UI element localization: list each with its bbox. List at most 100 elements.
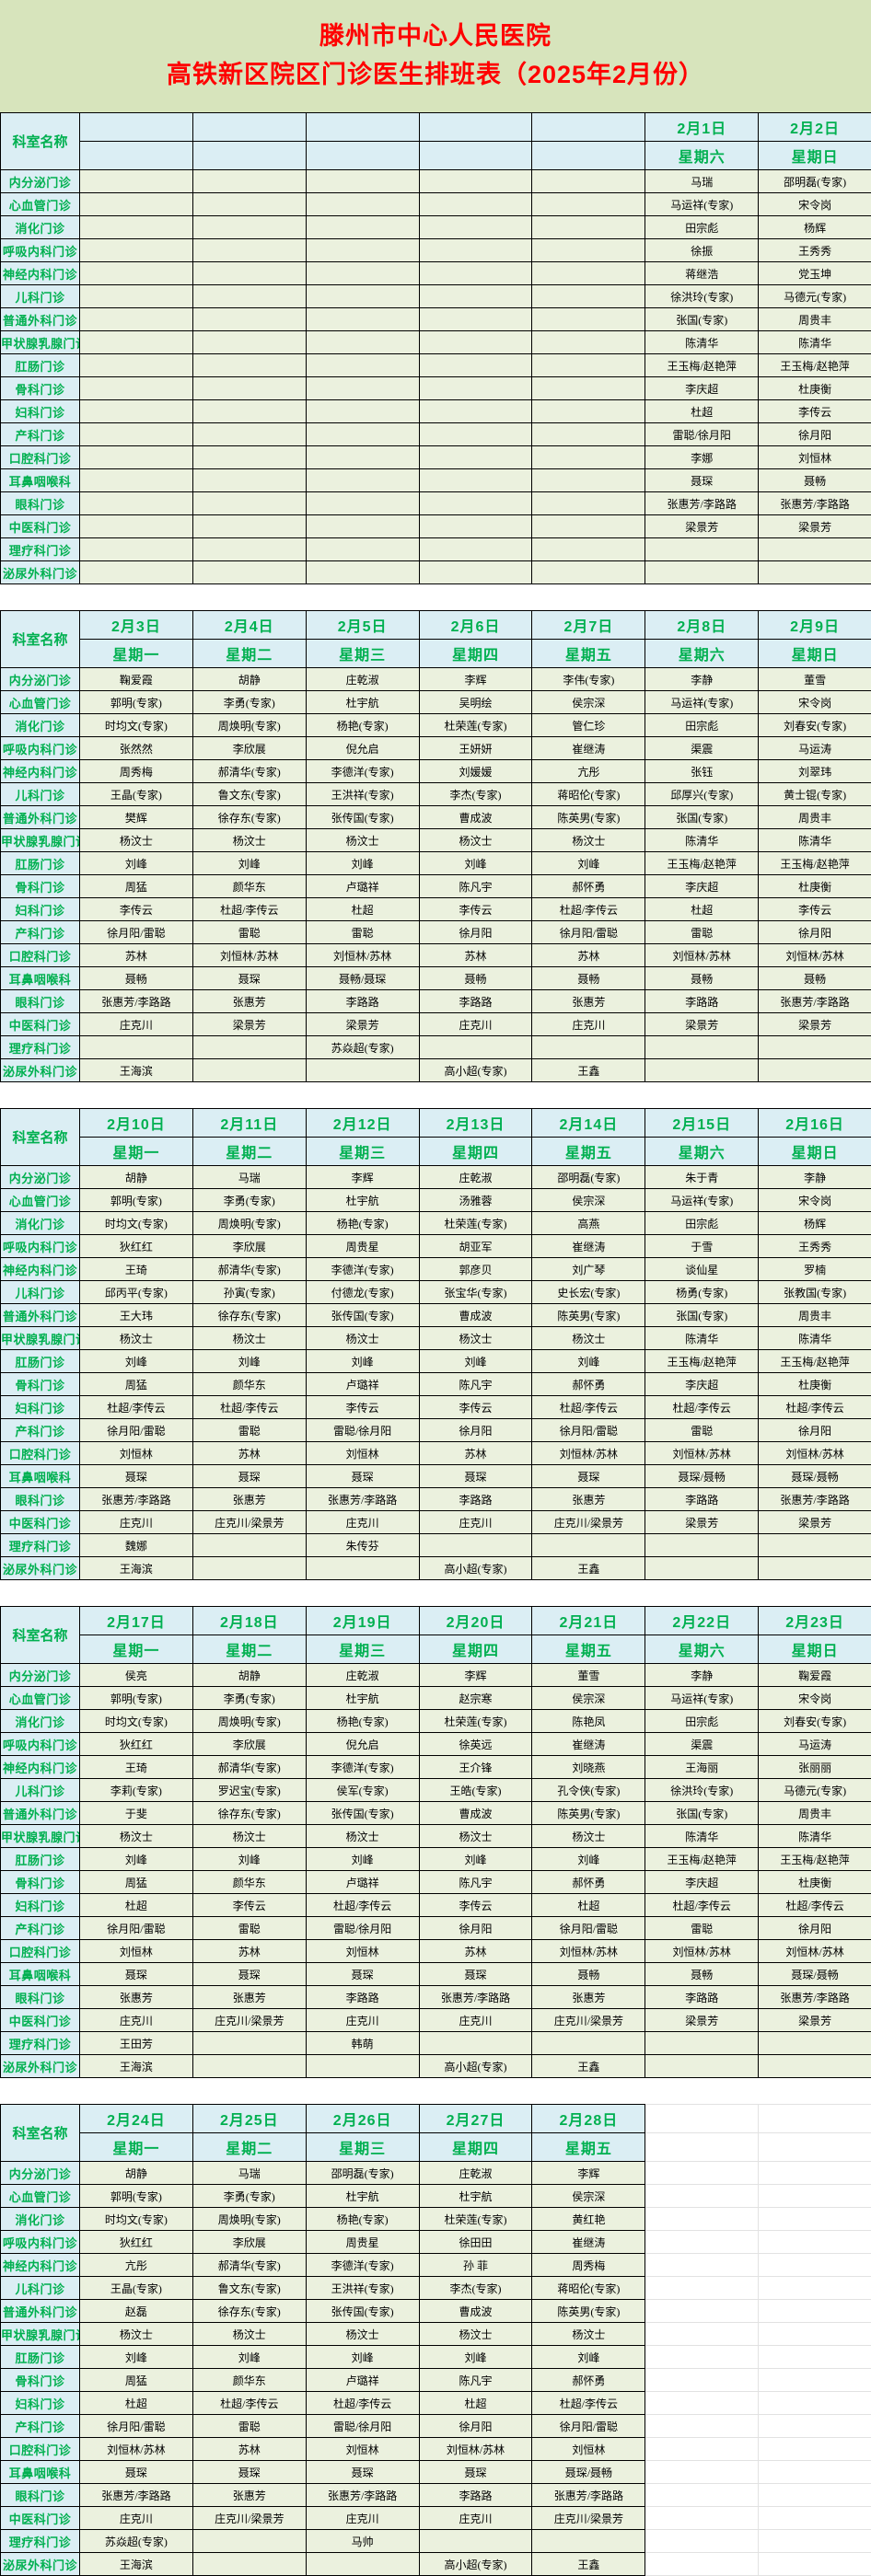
- schedule-cell[interactable]: [305, 537, 420, 561]
- schedule-cell[interactable]: 李传云: [305, 1395, 420, 1419]
- schedule-cell[interactable]: 罗迟宝(专家): [192, 1778, 307, 1802]
- schedule-cell[interactable]: 雷聪: [192, 1916, 307, 1940]
- schedule-cell[interactable]: 马帅: [305, 2529, 420, 2553]
- schedule-cell[interactable]: 徐月阳/雷聪: [531, 920, 646, 944]
- schedule-cell[interactable]: 杨艳(专家): [305, 1211, 420, 1235]
- dept-name[interactable]: 骨科门诊: [0, 1870, 80, 1894]
- schedule-cell[interactable]: 李庆超: [645, 1372, 760, 1396]
- schedule-cell[interactable]: 张惠芳/李路路: [758, 491, 871, 515]
- schedule-cell[interactable]: 刘峰: [418, 851, 533, 875]
- schedule-cell[interactable]: [305, 215, 420, 239]
- schedule-cell[interactable]: 张传国(专家): [305, 805, 420, 829]
- schedule-cell[interactable]: 史长宏(专家): [531, 1280, 646, 1304]
- schedule-cell[interactable]: 刘峰: [305, 1349, 420, 1373]
- schedule-cell[interactable]: 梁景芳: [758, 514, 871, 538]
- schedule-cell[interactable]: [531, 1035, 646, 1059]
- schedule-cell[interactable]: 刘峰: [418, 1349, 533, 1373]
- dept-name[interactable]: 耳鼻咽喉科: [0, 1962, 80, 1986]
- schedule-cell[interactable]: 杨勇(专家): [645, 1280, 760, 1304]
- schedule-cell[interactable]: 杜荣莲(专家): [418, 1211, 533, 1235]
- schedule-cell[interactable]: 徐月阳: [418, 1916, 533, 1940]
- schedule-cell[interactable]: 梁景芳: [758, 1012, 871, 1036]
- schedule-cell[interactable]: 李欣展: [192, 2230, 307, 2254]
- schedule-cell[interactable]: 侯宗深: [531, 1188, 646, 1212]
- schedule-cell[interactable]: 刘峰: [418, 2345, 533, 2369]
- date-header[interactable]: 2月9日: [758, 610, 871, 640]
- schedule-cell[interactable]: 雷聪: [645, 1418, 760, 1442]
- date-header[interactable]: 2月16日: [758, 1108, 871, 1138]
- schedule-cell[interactable]: [531, 284, 646, 308]
- schedule-cell[interactable]: [418, 238, 533, 262]
- schedule-cell[interactable]: 李静: [758, 1165, 871, 1189]
- schedule-cell[interactable]: 陈英男(专家): [531, 2299, 646, 2323]
- schedule-cell[interactable]: 梁景芳: [758, 1510, 871, 1534]
- schedule-cell[interactable]: [758, 560, 871, 584]
- schedule-cell[interactable]: 陈清华: [645, 1326, 760, 1350]
- schedule-cell[interactable]: 李杰(专家): [418, 782, 533, 806]
- schedule-cell[interactable]: [531, 169, 646, 193]
- weekday-header[interactable]: 星期一: [79, 2132, 193, 2162]
- schedule-cell[interactable]: 刘晓燕: [531, 1755, 646, 1779]
- schedule-cell[interactable]: 庄克川: [79, 1510, 193, 1534]
- schedule-cell[interactable]: 刘恒林/苏林: [645, 1441, 760, 1465]
- schedule-cell[interactable]: 刘峰: [192, 851, 307, 875]
- schedule-cell[interactable]: 聂畅: [79, 966, 193, 990]
- dept-name[interactable]: 产科门诊: [0, 1916, 80, 1940]
- schedule-cell[interactable]: 王玉梅/赵艳萍: [645, 851, 760, 875]
- schedule-cell[interactable]: 杨汶士: [305, 828, 420, 852]
- schedule-cell[interactable]: 雷聪: [645, 1916, 760, 1940]
- schedule-cell[interactable]: [305, 2552, 420, 2576]
- date-header[interactable]: 2月25日: [192, 2104, 307, 2133]
- schedule-cell[interactable]: 杜超/李传云: [531, 897, 646, 921]
- dept-name[interactable]: 产科门诊: [0, 422, 80, 446]
- schedule-cell[interactable]: 刘媛媛: [418, 759, 533, 783]
- dept-name[interactable]: 肛肠门诊: [0, 2345, 80, 2369]
- schedule-cell[interactable]: 聂琛: [531, 1464, 646, 1488]
- schedule-cell[interactable]: 张然然: [79, 736, 193, 760]
- schedule-cell[interactable]: 刘恒林/苏林: [418, 2437, 533, 2461]
- schedule-cell[interactable]: [531, 215, 646, 239]
- date-header[interactable]: 2月24日: [79, 2104, 193, 2133]
- schedule-cell[interactable]: [192, 169, 307, 193]
- dept-name[interactable]: 骨科门诊: [0, 2368, 80, 2392]
- schedule-cell[interactable]: 徐月阳/雷聪: [79, 1916, 193, 1940]
- schedule-cell[interactable]: 杨汶士: [192, 1326, 307, 1350]
- schedule-cell[interactable]: [79, 514, 193, 538]
- schedule-cell[interactable]: 刘恒林: [79, 1939, 193, 1963]
- schedule-cell[interactable]: 聂琛: [192, 1962, 307, 1986]
- date-header[interactable]: 2月14日: [531, 1108, 646, 1138]
- schedule-cell[interactable]: 聂琛/聂畅: [758, 1962, 871, 1986]
- schedule-cell[interactable]: [645, 1556, 760, 1580]
- date-header[interactable]: 2月5日: [305, 610, 420, 640]
- schedule-cell[interactable]: 徐月阳/雷聪: [79, 2414, 193, 2438]
- schedule-cell[interactable]: [305, 284, 420, 308]
- weekday-header[interactable]: 星期五: [531, 1635, 646, 1664]
- dept-name[interactable]: 泌尿外科门诊: [0, 2552, 80, 2576]
- schedule-cell[interactable]: 朱传芬: [305, 1533, 420, 1557]
- schedule-cell[interactable]: [645, 1533, 760, 1557]
- weekday-header[interactable]: [305, 141, 420, 170]
- schedule-cell[interactable]: 侯宗深: [531, 1686, 646, 1710]
- dept-name[interactable]: 消化门诊: [0, 1211, 80, 1235]
- dept-name[interactable]: 内分泌门诊: [0, 667, 80, 691]
- schedule-cell[interactable]: 王玉梅/赵艳萍: [758, 1349, 871, 1373]
- date-header[interactable]: 2月26日: [305, 2104, 420, 2133]
- schedule-cell[interactable]: 聂琛: [192, 1464, 307, 1488]
- dept-name[interactable]: 中医科门诊: [0, 2506, 80, 2530]
- schedule-cell[interactable]: 苏林: [531, 943, 646, 967]
- schedule-cell[interactable]: [418, 169, 533, 193]
- date-header[interactable]: 2月18日: [192, 1606, 307, 1635]
- schedule-cell[interactable]: [418, 560, 533, 584]
- schedule-cell[interactable]: 聂琛: [418, 2460, 533, 2484]
- schedule-cell[interactable]: 侯宗深: [531, 2184, 646, 2208]
- schedule-cell[interactable]: 李辉: [418, 667, 533, 691]
- schedule-cell[interactable]: 刘春安(专家): [758, 1709, 871, 1733]
- schedule-cell[interactable]: [192, 238, 307, 262]
- schedule-cell[interactable]: 杨汶士: [531, 1824, 646, 1848]
- weekday-header[interactable]: 星期三: [305, 1137, 420, 1166]
- schedule-cell[interactable]: 卢璐祥: [305, 874, 420, 898]
- dept-name[interactable]: 肛肠门诊: [0, 1847, 80, 1871]
- schedule-cell[interactable]: 樊辉: [79, 805, 193, 829]
- dept-name[interactable]: 呼吸内科门诊: [0, 1732, 80, 1756]
- dept-name[interactable]: 呼吸内科门诊: [0, 736, 80, 760]
